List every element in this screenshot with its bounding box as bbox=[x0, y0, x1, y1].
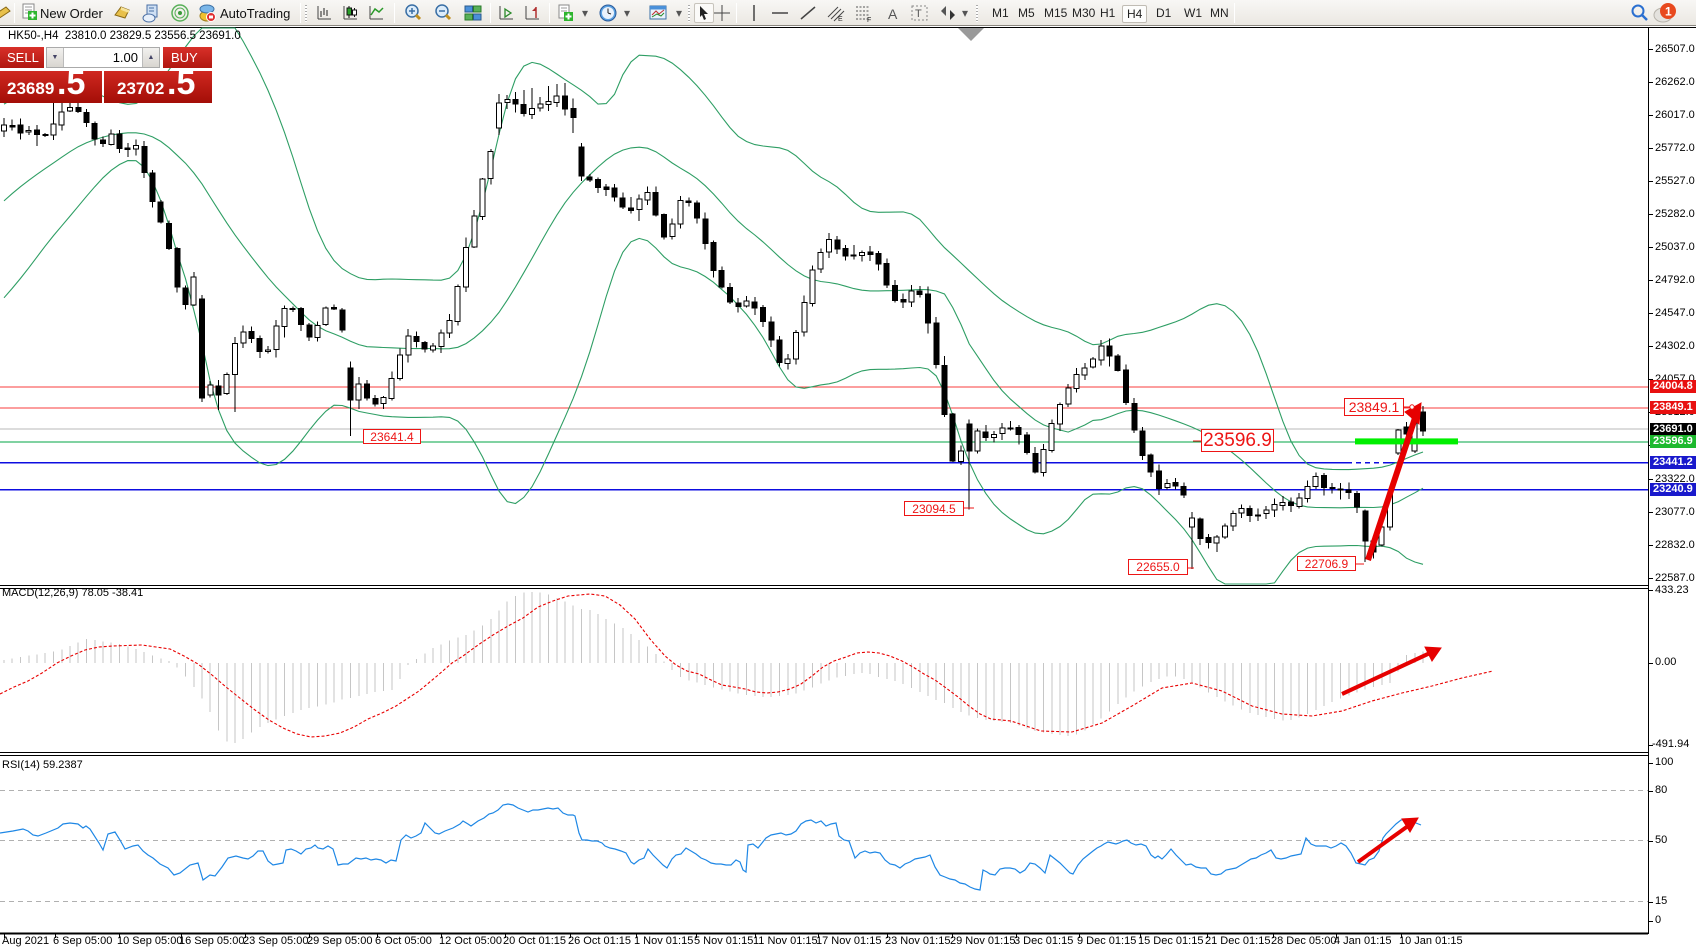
svg-text:T: T bbox=[915, 8, 922, 20]
svg-text:E: E bbox=[838, 16, 843, 23]
svg-text:F: F bbox=[867, 17, 871, 23]
svg-text:1: 1 bbox=[1665, 5, 1672, 19]
